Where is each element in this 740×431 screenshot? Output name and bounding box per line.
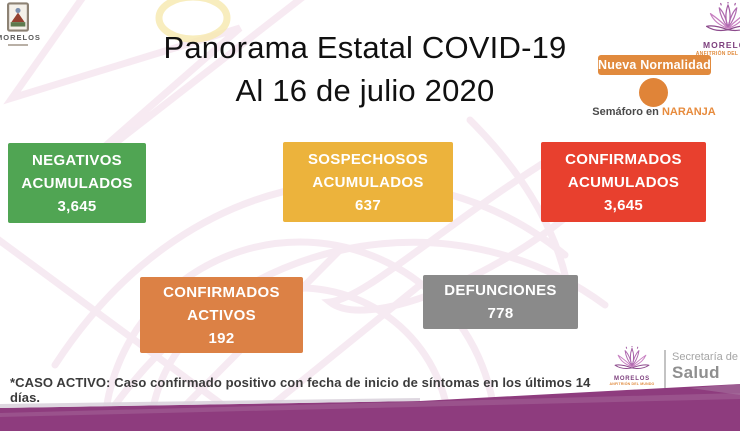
morelos-state-seal: MORELOS [0,2,40,46]
stat-label: ACUMULADOS [567,173,680,191]
stat-label: CONFIRMADOS [163,283,280,301]
stat-value: 3,645 [57,197,97,215]
stat-box-sospechosos-acumulados: SOSPECHOSOS ACUMULADOS 637 [283,142,453,222]
stat-value: 778 [487,305,514,322]
state-seal-icon [7,2,29,32]
stat-box-confirmados-activos: CONFIRMADOS ACTIVOS 192 [140,277,303,353]
lotus-logo-tagline: ANFITRIÓN DEL MUNDO [695,51,740,57]
caso-activo-footnote: *CASO ACTIVO: Caso confirmado positivo c… [10,375,591,405]
lotus-flower-icon [700,2,740,40]
stat-label: ACUMULADOS [21,174,133,192]
stat-label: DEFUNCIONES [444,282,557,299]
lotus-logo-label: MORELOS [703,40,740,50]
footer-logo-tagline: ANFITRIÓN DEL MUNDO [609,382,655,386]
footer-divider [664,350,666,388]
stat-label: NEGATIVOS [32,151,122,169]
stat-value: 3,645 [603,196,644,214]
stat-label: CONFIRMADOS [565,150,682,168]
seal-label: MORELOS [0,33,41,42]
nueva-normalidad-badge: Nueva Normalidad [598,55,711,75]
stat-label: SOSPECHOSOS [308,150,428,168]
stat-value: 637 [355,196,381,214]
footer-logo-label: MORELOS [614,376,650,382]
bottom-purple-band [0,384,740,431]
stat-box-negativos-acumulados: NEGATIVOS ACUMULADOS 3,645 [8,143,146,223]
semaforo-circle-icon [639,78,668,107]
salud-label: Salud [672,363,720,382]
lotus-flower-icon [610,346,654,376]
secretaria-de-label: Secretaría de [672,351,739,363]
title-line-2: Al 16 de julio 2020 [235,73,495,108]
title-line-1: Panorama Estatal COVID-19 [163,30,567,65]
morelos-lotus-logo: MORELOS ANFITRIÓN DEL MUNDO [693,2,740,57]
semaforo-prefix: Semáforo en [592,106,659,118]
morelos-footer-logo: MORELOS ANFITRIÓN DEL MUNDO [606,346,658,386]
seal-subtext-bar [8,44,28,46]
stat-label: ACUMULADOS [312,173,424,191]
stat-box-defunciones: DEFUNCIONES 778 [423,275,578,329]
semaforo-value: NARANJA [661,106,716,118]
stat-label: ACTIVOS [187,306,256,324]
stat-value: 192 [208,329,235,347]
stat-box-confirmados-acumulados: CONFIRMADOS ACUMULADOS 3,645 [541,142,706,222]
page-title: Panorama Estatal COVID-19 Al 16 de julio… [95,26,635,112]
semaforo-label: Semáforo en NARANJA [584,106,724,118]
